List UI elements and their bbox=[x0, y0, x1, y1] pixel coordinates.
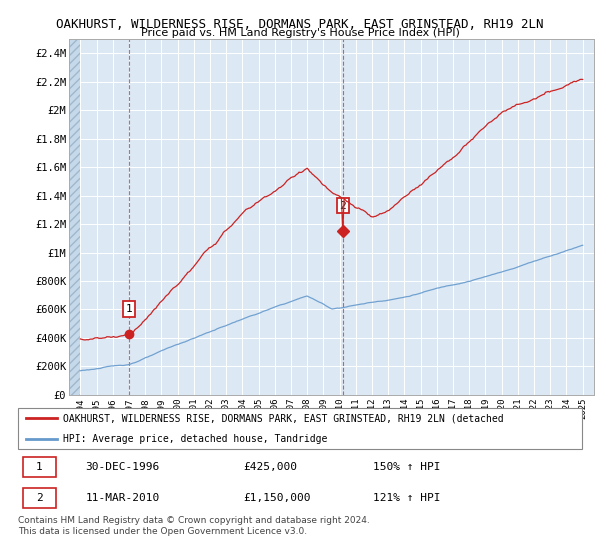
Text: 2: 2 bbox=[340, 200, 346, 211]
Bar bbox=[69, 39, 80, 395]
Text: 150% ↑ HPI: 150% ↑ HPI bbox=[373, 463, 441, 472]
Text: 121% ↑ HPI: 121% ↑ HPI bbox=[373, 493, 441, 502]
Text: 30-DEC-1996: 30-DEC-1996 bbox=[86, 463, 160, 472]
Text: £1,150,000: £1,150,000 bbox=[244, 493, 311, 502]
Text: 1: 1 bbox=[125, 304, 132, 314]
Text: Price paid vs. HM Land Registry's House Price Index (HPI): Price paid vs. HM Land Registry's House … bbox=[140, 28, 460, 38]
Text: OAKHURST, WILDERNESS RISE, DORMANS PARK, EAST GRINSTEAD, RH19 2LN (detached: OAKHURST, WILDERNESS RISE, DORMANS PARK,… bbox=[63, 413, 504, 423]
Text: 11-MAR-2010: 11-MAR-2010 bbox=[86, 493, 160, 502]
Text: 2: 2 bbox=[36, 493, 43, 502]
FancyBboxPatch shape bbox=[23, 488, 56, 507]
Text: 1: 1 bbox=[36, 463, 43, 472]
FancyBboxPatch shape bbox=[18, 408, 582, 449]
Text: HPI: Average price, detached house, Tandridge: HPI: Average price, detached house, Tand… bbox=[63, 434, 328, 444]
FancyBboxPatch shape bbox=[23, 458, 56, 477]
Text: £425,000: £425,000 bbox=[244, 463, 298, 472]
Text: Contains HM Land Registry data © Crown copyright and database right 2024.
This d: Contains HM Land Registry data © Crown c… bbox=[18, 516, 370, 536]
Text: OAKHURST, WILDERNESS RISE, DORMANS PARK, EAST GRINSTEAD, RH19 2LN: OAKHURST, WILDERNESS RISE, DORMANS PARK,… bbox=[56, 18, 544, 31]
